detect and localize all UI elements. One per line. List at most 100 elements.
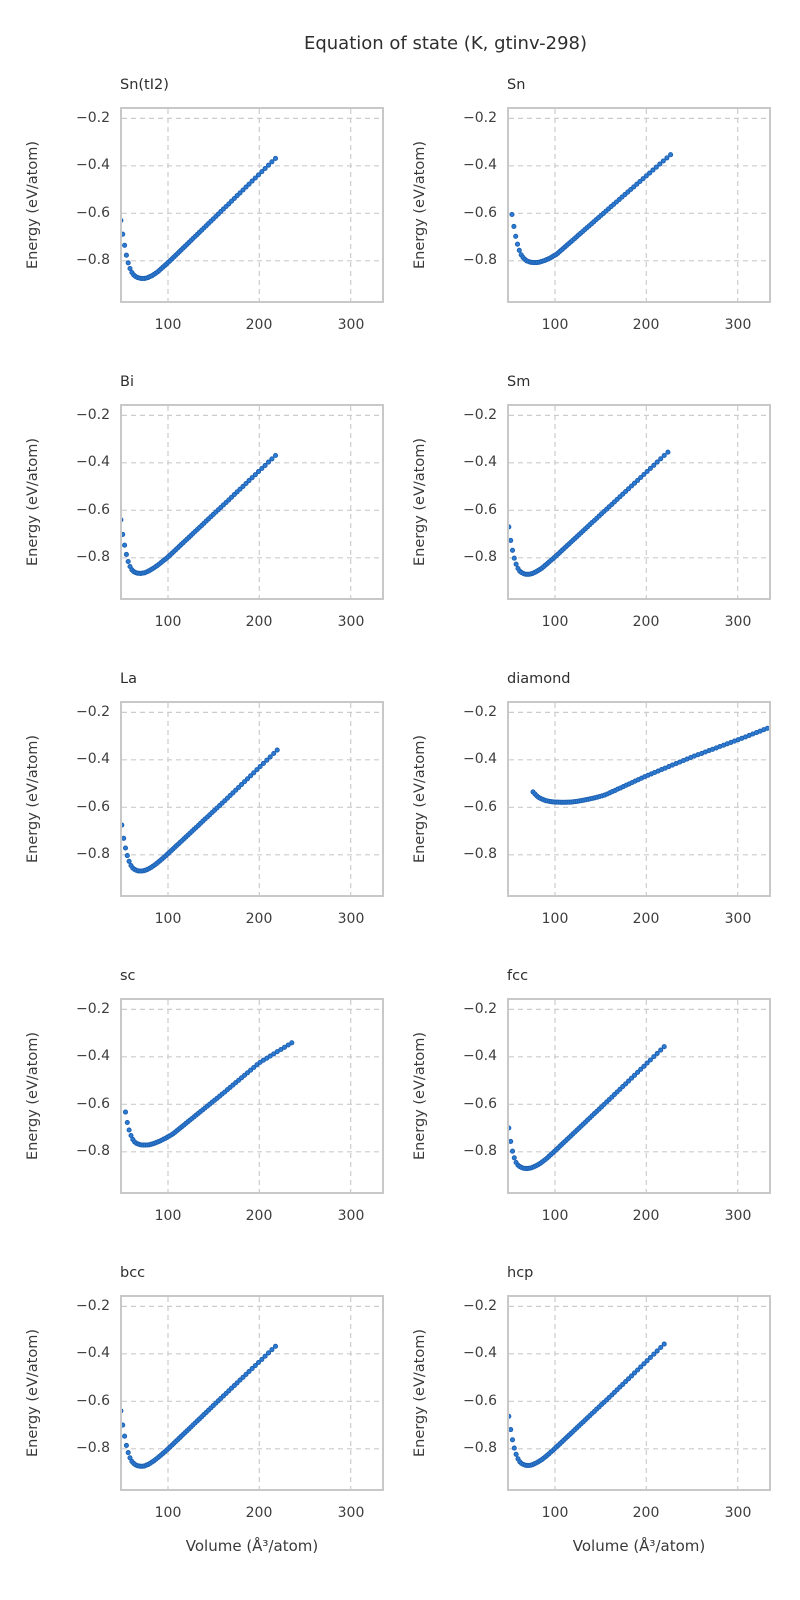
x-tick-label: 200 (632, 1505, 660, 1521)
x-tick-label: 300 (337, 317, 365, 333)
subplot-sc: sc Energy (eV/atom) −0.2 −0.4 −0.6 −0.8 … (25, 968, 384, 1224)
y-tick-label: −0.8 (76, 846, 110, 862)
eos-scatter-plot (120, 701, 384, 897)
y-tick-label: −0.8 (463, 1440, 497, 1456)
subplot-la: La Energy (eV/atom) −0.2 −0.4 −0.6 −0.8 … (25, 671, 384, 927)
y-tick-label: −0.6 (463, 799, 497, 815)
eos-scatter-plot (507, 998, 771, 1194)
y-axis-label: Energy (eV/atom) (412, 1032, 428, 1160)
x-tick-label: 100 (154, 317, 182, 333)
subplot-sn: Sn Energy (eV/atom) −0.2 −0.4 −0.6 −0.8 … (412, 77, 771, 333)
figure-title: Equation of state (K, gtinv-298) (303, 33, 588, 54)
y-tick-label: −0.2 (76, 1001, 110, 1017)
x-tick-label: 100 (154, 1208, 182, 1224)
x-tick-label: 300 (337, 1505, 365, 1521)
y-tick-label: −0.8 (76, 252, 110, 268)
y-tick-label: −0.6 (463, 1096, 497, 1112)
subplot-title: Sn (507, 77, 526, 93)
y-axis-label: Energy (eV/atom) (412, 141, 428, 269)
eos-scatter-plot (120, 107, 384, 303)
x-tick-label: 100 (541, 614, 569, 630)
subplot-title: bcc (120, 1265, 146, 1281)
y-tick-label: −0.2 (463, 1298, 497, 1314)
subplot-title: Bi (120, 374, 134, 390)
y-tick-label: −0.4 (463, 1345, 497, 1361)
x-tick-label: 100 (541, 911, 569, 927)
y-tick-label: −0.2 (76, 704, 110, 720)
y-tick-label: −0.2 (463, 1001, 497, 1017)
y-tick-label: −0.4 (463, 454, 497, 470)
y-tick-label: −0.2 (76, 1298, 110, 1314)
subplot-hcp: hcp Energy (eV/atom) −0.2 −0.4 −0.6 −0.8… (412, 1265, 771, 1555)
y-tick-label: −0.2 (463, 407, 497, 423)
y-tick-label: −0.6 (76, 502, 110, 518)
y-tick-label: −0.4 (463, 1048, 497, 1064)
x-tick-label: 200 (245, 1505, 273, 1521)
x-tick-label: 100 (541, 1505, 569, 1521)
subplot-title: diamond (507, 671, 571, 687)
y-axis-label: Energy (eV/atom) (412, 438, 428, 566)
y-tick-label: −0.2 (463, 704, 497, 720)
y-tick-label: −0.2 (76, 407, 110, 423)
eos-scatter-plot (120, 404, 384, 600)
subplot-diamond: diamond Energy (eV/atom) −0.2 −0.4 −0.6 … (412, 671, 771, 927)
y-tick-label: −0.6 (463, 205, 497, 221)
x-tick-label: 300 (724, 1208, 752, 1224)
y-tick-label: −0.8 (463, 252, 497, 268)
y-tick-label: −0.8 (463, 846, 497, 862)
subplot-fcc: fcc Energy (eV/atom) −0.2 −0.4 −0.6 −0.8… (412, 968, 771, 1224)
y-tick-label: −0.2 (76, 110, 110, 126)
x-axis-label: Volume (Å³/atom) (572, 1537, 706, 1555)
eos-scatter-plot (120, 1295, 384, 1491)
y-axis-label: Energy (eV/atom) (25, 735, 41, 863)
y-axis-label: Energy (eV/atom) (25, 1329, 41, 1457)
y-tick-label: −0.4 (463, 157, 497, 173)
y-axis-label: Energy (eV/atom) (25, 1032, 41, 1160)
x-tick-label: 100 (154, 614, 182, 630)
y-tick-label: −0.6 (463, 1393, 497, 1409)
y-tick-label: −0.2 (463, 110, 497, 126)
eos-scatter-plot (120, 998, 384, 1194)
x-tick-label: 100 (541, 317, 569, 333)
subplot-title: sc (120, 968, 136, 984)
x-tick-label: 100 (154, 1505, 182, 1521)
y-axis-label: Energy (eV/atom) (25, 438, 41, 566)
y-tick-label: −0.8 (463, 1143, 497, 1159)
x-tick-label: 300 (724, 911, 752, 927)
y-tick-label: −0.4 (76, 1345, 110, 1361)
y-tick-label: −0.8 (76, 1440, 110, 1456)
subplot-title: Sn(tI2) (120, 77, 169, 93)
y-axis-label: Energy (eV/atom) (412, 1329, 428, 1457)
x-tick-label: 300 (337, 614, 365, 630)
y-axis-label: Energy (eV/atom) (412, 735, 428, 863)
x-tick-label: 100 (154, 911, 182, 927)
eos-scatter-plot (507, 404, 771, 600)
eos-scatter-plot (507, 107, 771, 303)
x-tick-label: 200 (632, 614, 660, 630)
y-tick-label: −0.6 (76, 1096, 110, 1112)
x-tick-label: 300 (337, 911, 365, 927)
subplot-title: La (120, 671, 137, 687)
x-tick-label: 300 (337, 1208, 365, 1224)
y-tick-label: −0.6 (463, 502, 497, 518)
subplot-bcc: bcc Energy (eV/atom) −0.2 −0.4 −0.6 −0.8… (25, 1265, 384, 1555)
x-tick-label: 200 (245, 911, 273, 927)
eos-scatter-plot (507, 701, 771, 897)
x-tick-label: 200 (245, 614, 273, 630)
x-tick-label: 200 (632, 1208, 660, 1224)
x-tick-label: 200 (245, 1208, 273, 1224)
y-tick-label: −0.4 (76, 454, 110, 470)
y-tick-label: −0.8 (463, 549, 497, 565)
subplot-title: hcp (507, 1265, 534, 1281)
subplot-title: Sm (507, 374, 531, 390)
y-tick-label: −0.6 (76, 205, 110, 221)
y-tick-label: −0.6 (76, 1393, 110, 1409)
y-axis-label: Energy (eV/atom) (25, 141, 41, 269)
eos-scatter-plot (507, 1295, 771, 1491)
subplot-title: fcc (507, 968, 529, 984)
subplot-bi: Bi Energy (eV/atom) −0.2 −0.4 −0.6 −0.8 … (25, 374, 384, 630)
y-tick-label: −0.8 (76, 549, 110, 565)
y-tick-label: −0.4 (76, 751, 110, 767)
x-axis-label: Volume (Å³/atom) (185, 1537, 319, 1555)
x-tick-label: 300 (724, 1505, 752, 1521)
